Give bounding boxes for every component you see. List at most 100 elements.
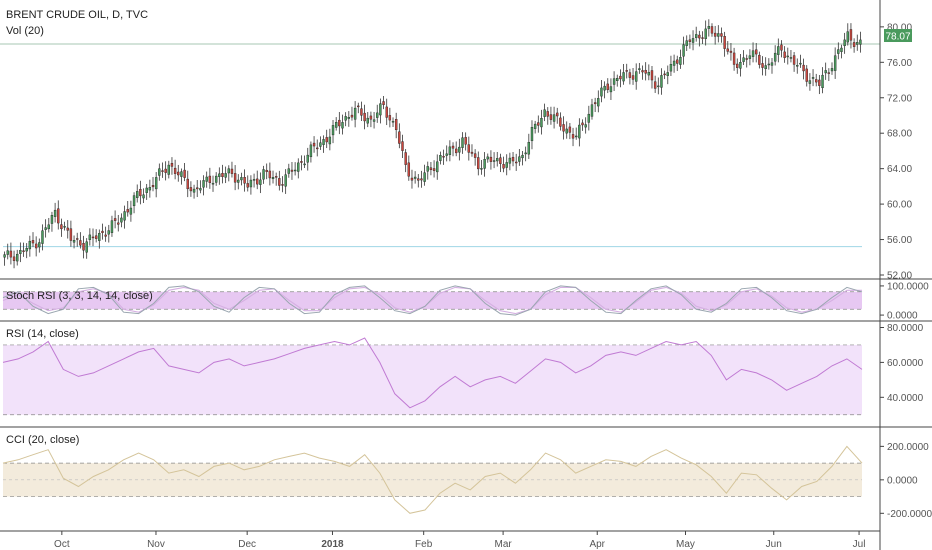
- candle-body: [581, 122, 584, 126]
- candle-body: [802, 64, 805, 72]
- gridlines: [0, 43, 880, 248]
- candle-body: [502, 164, 505, 169]
- y-tick-label: 80.0000: [887, 323, 924, 334]
- candle-body: [461, 137, 464, 148]
- candle-body: [167, 164, 170, 175]
- candle-body: [139, 188, 142, 197]
- candle-body: [256, 178, 259, 185]
- y-tick-label: 80.00: [887, 22, 912, 33]
- candle-body: [556, 112, 559, 117]
- y-tick-label: 40.0000: [887, 393, 924, 404]
- candle-body: [679, 57, 682, 65]
- candle-body: [518, 156, 521, 162]
- candle-body: [837, 49, 840, 54]
- candle-body: [47, 224, 50, 230]
- candle-body: [612, 78, 616, 85]
- candle-body: [227, 168, 231, 174]
- candle-body: [574, 135, 578, 138]
- candle-body: [53, 209, 57, 217]
- candle-body: [224, 173, 227, 178]
- candle-body: [16, 253, 19, 262]
- candle-body: [701, 37, 704, 39]
- x-tick-label: 2018: [321, 539, 344, 550]
- candle-body: [755, 49, 758, 55]
- candle-body: [344, 116, 347, 121]
- candle-body: [770, 62, 774, 66]
- candle-body: [328, 136, 332, 145]
- candle-body: [404, 152, 407, 165]
- candle-body: [9, 250, 13, 258]
- candle-body: [815, 79, 818, 83]
- candle-body: [316, 147, 319, 150]
- candle-body: [237, 179, 240, 183]
- candle-body: [789, 57, 793, 59]
- x-tick-label: Nov: [147, 539, 165, 550]
- candle-body: [521, 154, 524, 159]
- candle-body: [366, 117, 369, 124]
- candle-body: [410, 177, 414, 181]
- candle-body: [38, 242, 41, 248]
- candle-body: [524, 152, 527, 155]
- candle-body: [811, 77, 815, 79]
- candle-body: [641, 70, 644, 73]
- candle-body: [388, 115, 392, 121]
- candle-body: [540, 118, 543, 128]
- main-chart-title: BRENT CRUDE OIL, D, TVC: [6, 9, 148, 21]
- candle-body: [625, 70, 628, 72]
- candle-body: [436, 161, 439, 173]
- candle-body: [590, 104, 594, 117]
- y-tick-label: 60.00: [887, 200, 912, 211]
- candle-body: [196, 187, 199, 190]
- last-price-tag: [884, 29, 912, 42]
- candle-body: [189, 187, 193, 192]
- candle-body: [50, 215, 54, 224]
- candle-body: [186, 178, 189, 190]
- candle-body: [650, 70, 654, 81]
- y-tick-label: 68.00: [887, 129, 912, 140]
- candle-body: [417, 178, 420, 181]
- candle-body: [533, 123, 537, 129]
- x-tick-label: Jun: [766, 539, 782, 550]
- candle-body: [110, 220, 114, 233]
- candle-body: [240, 177, 243, 181]
- candle-body: [600, 87, 603, 97]
- candle-body: [527, 141, 531, 155]
- candle-body: [142, 194, 145, 199]
- candle-body: [401, 141, 404, 151]
- candle-body: [496, 158, 499, 162]
- candle-body: [101, 230, 104, 233]
- cci-line: [2, 445, 863, 514]
- y-tick-label: 72.00: [887, 93, 912, 104]
- candle-body: [281, 184, 284, 186]
- candle-body: [578, 124, 581, 139]
- candle-body: [177, 171, 180, 176]
- candle-body: [448, 146, 452, 155]
- candle-body: [94, 235, 98, 239]
- volume-label: Vol (20): [6, 25, 44, 37]
- candle-body: [22, 250, 25, 252]
- candle-body: [486, 156, 489, 160]
- candle-body: [676, 59, 679, 64]
- candle-body: [653, 81, 657, 89]
- candle-body: [117, 222, 120, 225]
- candle-body: [695, 34, 698, 38]
- candle-body: [347, 117, 351, 119]
- candle-body: [748, 55, 752, 59]
- candle-body: [593, 102, 597, 105]
- candle-body: [644, 69, 647, 74]
- candle-body: [477, 157, 480, 170]
- candle-body: [385, 106, 388, 118]
- candle-body: [331, 125, 335, 136]
- candle-body: [432, 168, 436, 171]
- candle-body: [278, 178, 281, 186]
- candle-body: [736, 63, 739, 68]
- candle-body: [391, 121, 395, 123]
- candle-body: [262, 169, 265, 180]
- candle-body: [290, 169, 294, 172]
- candle-body: [350, 114, 354, 118]
- candle-body: [758, 54, 761, 65]
- candle-body: [511, 156, 515, 162]
- candle-body: [407, 162, 411, 177]
- candle-body: [98, 233, 101, 241]
- candle-body: [230, 168, 234, 174]
